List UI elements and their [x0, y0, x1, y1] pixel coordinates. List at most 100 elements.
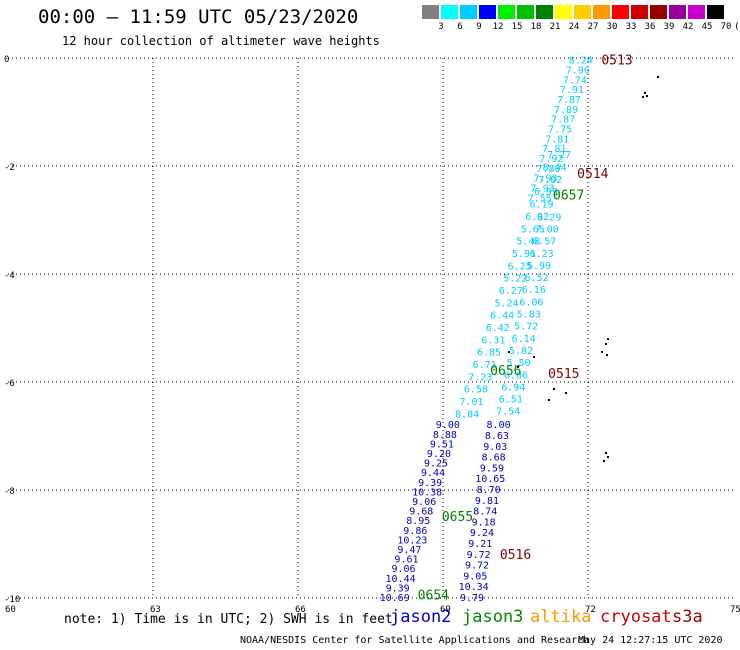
wave-height-value: 9.47 [397, 545, 421, 556]
wave-height-value: 7.74 [563, 75, 587, 86]
wave-height-value: 5.91 [512, 249, 536, 260]
island-marker [601, 351, 603, 353]
x-tick-label: 72 [585, 605, 596, 615]
wave-height-value: 10.69 [380, 593, 410, 604]
wave-height-value: 9.79 [460, 593, 484, 604]
colorbar-label: 24 [568, 22, 580, 32]
wave-height-value: 8.29 [537, 212, 561, 223]
wave-height-value: 8.44 [543, 163, 567, 174]
note-text: note: 1) Time is in UTC; 2) SWH is in fe… [64, 612, 393, 627]
pass-time-label: 0656 [490, 364, 521, 379]
island-marker [605, 452, 607, 454]
colorbar-swatch [517, 5, 534, 19]
wave-height-value: 9.51 [430, 439, 454, 450]
island-marker [646, 95, 648, 97]
wave-height-value: 8.74 [473, 507, 497, 518]
island-marker [607, 338, 609, 340]
wave-height-value: 10.34 [459, 582, 489, 593]
satellite-cryosat-label: cryosat [600, 607, 672, 627]
x-tick-label: 60 [5, 605, 16, 615]
wave-height-value: 5.72 [514, 322, 538, 333]
wave-height-value: 9.81 [475, 496, 499, 507]
pass-time-label: 0515 [548, 367, 579, 382]
timestamp-text: May 24 12:27:15 UTC 2020 [578, 635, 723, 646]
colorbar-label: 15 [511, 22, 523, 32]
island-marker [606, 354, 608, 356]
colorbar-swatch [593, 5, 610, 19]
wave-height-value: 9.59 [480, 463, 504, 474]
wave-height-value: 6.19 [529, 200, 553, 211]
pass-time-label: 0657 [553, 189, 584, 204]
wave-height-value: 5.22 [503, 274, 527, 285]
satellite-altika-label: altika [530, 607, 592, 627]
island-marker [603, 460, 605, 462]
wave-height-value: 5.99 [527, 261, 551, 272]
wave-height-value: 9.06 [391, 564, 415, 575]
wave-height-value: 7.02 [538, 175, 562, 186]
colorbar-label: 70 [720, 22, 732, 32]
colorbar-label: 33 [625, 22, 637, 32]
island-marker [533, 356, 535, 358]
colorbar-label: 36 [644, 22, 656, 32]
wave-height-value: 7.91 [560, 85, 584, 96]
colorbar-label: 30 [606, 22, 618, 32]
wave-height-value: 10.38 [412, 487, 442, 498]
wave-height-value: 7.00 [535, 224, 559, 235]
wave-height-value: 7.92 [539, 154, 563, 165]
wave-height-value: 9.05 [463, 571, 487, 582]
island-marker [517, 366, 519, 368]
pass-time-label: 0514 [577, 167, 608, 182]
wave-height-value: 9.61 [394, 555, 418, 566]
wave-height-value: 8.68 [482, 453, 506, 464]
pass-time-label: 0513 [601, 54, 632, 69]
wave-height-value: 6.31 [481, 335, 505, 346]
wave-height-value: 7.87 [551, 115, 575, 126]
wave-height-value: 9.72 [467, 550, 491, 561]
y-tick-label: -6 [4, 379, 15, 389]
wave-height-value: 6.27 [499, 286, 523, 297]
wave-height-value: 7.75 [548, 125, 572, 136]
satellite-jason2-label: jason2 [390, 607, 452, 627]
island-marker [644, 92, 646, 94]
wave-height-value: 5.82 [509, 346, 533, 357]
colorbar-label: 12 [492, 22, 504, 32]
wave-height-value: 5.48 [516, 237, 540, 248]
y-tick-label: 0 [4, 55, 9, 65]
colorbar-swatch [460, 5, 477, 19]
wave-height-value: 7.01 [459, 397, 483, 408]
wave-height-value: 6.25 [508, 261, 532, 272]
wave-height-value: 5.65 [521, 224, 545, 235]
satellite-s3a-label: s3a [672, 607, 703, 627]
x-tick-label: 69 [440, 605, 451, 615]
wave-height-value: 6.85 [477, 348, 501, 359]
y-tick-label: -10 [4, 595, 20, 605]
colorbar-swatch [555, 5, 572, 19]
map-subtitle: 12 hour collection of altimeter wave hei… [62, 34, 380, 48]
wave-height-value: 6.23 [530, 249, 554, 260]
wave-height-value: 7.96 [566, 66, 590, 77]
island-marker [548, 399, 550, 401]
wave-height-value: 6.71 [473, 360, 497, 371]
wave-height-value: 6.14 [512, 334, 536, 345]
wave-height-value: 8.00 [487, 420, 511, 431]
wave-height-value: 9.18 [472, 517, 496, 528]
wave-height-value: 6.57 [532, 237, 556, 248]
wave-height-value: 6.92 [525, 212, 549, 223]
y-tick-label: -2 [4, 163, 15, 173]
wave-height-value: 9.00 [436, 420, 460, 431]
colorbar-label: 42 [682, 22, 694, 32]
wave-height-value: 6.52 [524, 273, 548, 284]
wave-height-value: 7.23 [468, 372, 492, 383]
wave-height-value: 8.84 [455, 409, 479, 420]
pass-time-label: 0516 [500, 548, 531, 563]
wave-height-value: 8.63 [485, 431, 509, 442]
wave-height-value: 5.24 [494, 298, 518, 309]
wave-height-value: 7.81 [545, 134, 569, 145]
wave-height-value: 9.86 [403, 526, 427, 537]
island-marker [607, 456, 609, 458]
colorbar-label: 45 [701, 22, 713, 32]
wave-height-value: 6.06 [519, 297, 543, 308]
colorbar-swatch [479, 5, 496, 19]
wave-height-value: 9.25 [424, 459, 448, 470]
